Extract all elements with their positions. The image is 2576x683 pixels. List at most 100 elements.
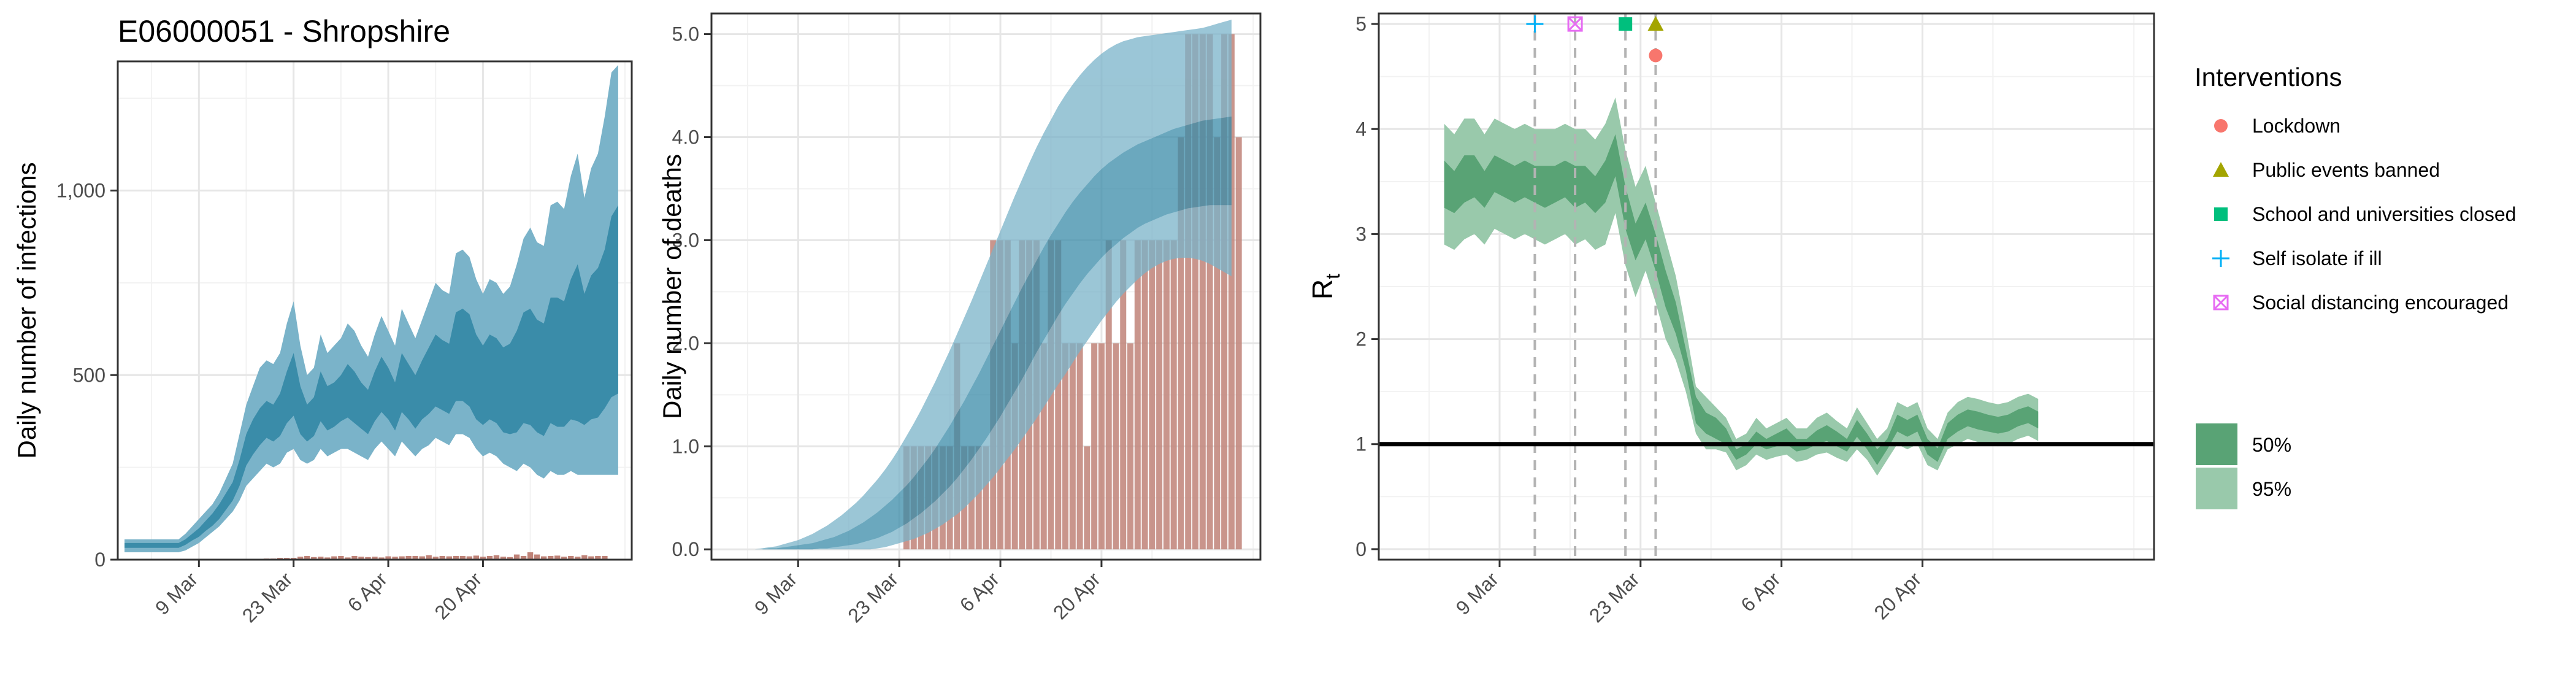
case-bar — [324, 557, 331, 560]
y-axis-label-main: R — [1306, 279, 1338, 299]
death-bar — [975, 446, 982, 550]
death-bar — [1206, 34, 1213, 550]
case-bar — [581, 555, 588, 560]
death-bar — [1120, 240, 1127, 550]
death-bar — [1228, 34, 1235, 550]
case-bar — [595, 555, 601, 560]
death-bar — [1098, 343, 1105, 550]
infections-chart: 9 Mar 23 Mar 6 Apr 20 Apr 0 500 1,000 Daily num… — [12, 60, 633, 627]
case-bar — [304, 555, 310, 560]
x-tick-label: 6 Apr — [343, 568, 392, 616]
rt-chart: 9 Mar 23 Mar 6 Apr 20 Apr 0 1 2 3 4 5 Rt — [1306, 12, 2155, 627]
case-bar — [419, 556, 425, 560]
x-tick-label: 9 Mar — [750, 568, 802, 619]
case-bar — [466, 556, 473, 560]
y-tick-label: 1.0 — [672, 435, 699, 457]
death-bar — [1199, 34, 1206, 550]
x-tick-label: 6 Apr — [956, 568, 1004, 616]
case-bar — [588, 556, 594, 560]
case-bar — [534, 554, 540, 560]
legend-band-key — [2196, 468, 2237, 509]
band-50 — [1444, 134, 2039, 466]
case-bar — [392, 557, 398, 560]
x-tick-label: 20 Apr — [1049, 568, 1105, 623]
case-bar — [277, 557, 283, 560]
x-tick-label: 20 Apr — [1870, 568, 1926, 623]
death-bar — [1163, 240, 1170, 550]
y-tick-label: 5 — [1355, 13, 1367, 35]
legend-label: Lockdown — [2252, 115, 2340, 137]
death-bar — [983, 446, 989, 550]
death-bar — [1084, 446, 1091, 550]
death-bar — [1235, 137, 1242, 550]
y-tick-label: 3.0 — [672, 229, 699, 251]
intervention-marker — [1647, 16, 1664, 31]
case-bar — [331, 556, 337, 560]
legend-label: School and universities closed — [2252, 203, 2516, 225]
x-tick-label: 23 Mar — [1585, 568, 1644, 627]
y-tick-label: 0.0 — [672, 538, 699, 560]
legend-key — [2214, 119, 2228, 133]
y-tick-label: 2.0 — [672, 332, 699, 354]
x-tick-label: 23 Mar — [238, 568, 297, 627]
death-bands — [754, 20, 1232, 550]
case-bar — [412, 555, 418, 560]
case-bar — [446, 556, 452, 560]
x-tick-label: 9 Mar — [151, 568, 202, 619]
legend-item: Social distancing encouraged — [2213, 291, 2509, 314]
legend-item: Lockdown — [2214, 115, 2340, 137]
case-bar — [547, 555, 554, 560]
legend-key — [2213, 162, 2229, 177]
case-bar — [513, 554, 520, 560]
case-bar — [602, 555, 608, 560]
case-bar — [554, 555, 561, 560]
case-bar — [500, 557, 507, 560]
death-bar — [1214, 137, 1221, 550]
case-bar — [480, 557, 486, 560]
y-tick-label: 5.0 — [672, 23, 699, 45]
case-bar — [297, 557, 304, 560]
case-bar — [568, 555, 574, 560]
case-bar — [432, 557, 439, 560]
y-tick-label: 4.0 — [672, 126, 699, 149]
case-bar — [358, 557, 364, 560]
case-bar — [520, 555, 527, 560]
case-bar — [426, 555, 432, 560]
case-bar — [365, 557, 371, 560]
marker-cross — [2213, 295, 2229, 311]
x-tick-label: 6 Apr — [1736, 568, 1785, 616]
death-bar — [1076, 343, 1083, 550]
death-bar — [1149, 240, 1156, 550]
legend-label: Public events banned — [2252, 159, 2440, 181]
death-bar — [1069, 343, 1076, 550]
y-tick-label: 1 — [1355, 433, 1367, 455]
case-bar — [493, 555, 500, 560]
case-bar — [345, 557, 351, 560]
y-axis-label: Daily number of infections — [12, 162, 41, 458]
plot-border — [117, 60, 633, 561]
death-bar — [1141, 240, 1148, 550]
case-bar — [486, 555, 493, 560]
x-tick-label: 20 Apr — [430, 568, 486, 623]
intervention-marker — [1526, 15, 1544, 33]
death-bar — [1040, 343, 1047, 550]
legend-item: Self isolate if ill — [2212, 247, 2382, 269]
case-bar — [311, 557, 317, 560]
legend-band-label: 95% — [2252, 478, 2291, 500]
death-bar — [1134, 240, 1141, 550]
band-95 — [125, 65, 618, 552]
x-tick-label: 9 Mar — [1452, 568, 1503, 619]
marker-box — [2213, 295, 2229, 311]
case-bar — [399, 556, 405, 560]
page-title: E06000051 - Shropshire — [118, 14, 450, 48]
case-bar — [473, 555, 480, 560]
intervention-marker — [1649, 48, 1663, 63]
y-tick-label: 1,000 — [56, 180, 105, 202]
death-bar — [1105, 240, 1112, 550]
case-bar — [378, 557, 385, 560]
legend-band-item: 95% — [2196, 468, 2291, 509]
legend-item: School and universities closed — [2214, 203, 2516, 225]
plot-border — [1378, 12, 2155, 561]
band-95 — [754, 20, 1232, 550]
marker-cross — [1568, 17, 1583, 32]
